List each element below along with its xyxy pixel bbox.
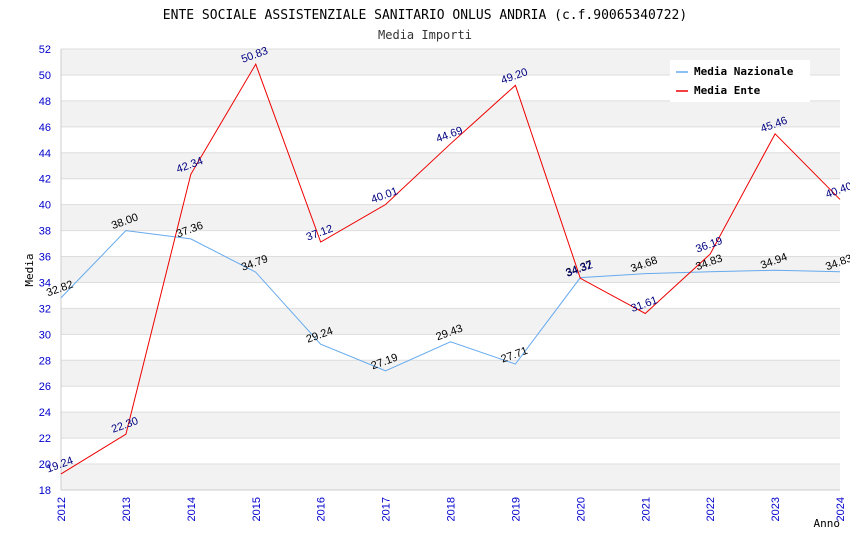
x-tick-label: 2024 xyxy=(835,497,847,521)
legend: Media Nazionale Media Ente xyxy=(670,60,810,102)
grid-band xyxy=(61,100,840,127)
x-tick-label: 2023 xyxy=(770,497,782,521)
x-tick-label: 2012 xyxy=(56,497,68,521)
grid-bands xyxy=(61,49,840,490)
x-tick-label: 2017 xyxy=(381,497,393,521)
y-tick-label: 38 xyxy=(39,226,51,238)
y-tick-label: 22 xyxy=(39,433,51,445)
y-tick-label: 52 xyxy=(39,44,51,56)
legend-label-media-ente: Media Ente xyxy=(694,84,761,97)
legend-box xyxy=(670,60,810,102)
x-tick-label: 2020 xyxy=(575,497,587,521)
y-tick-label: 30 xyxy=(39,329,51,341)
legend-label-media-nazionale: Media Nazionale xyxy=(694,65,794,78)
y-axis-label: Media xyxy=(23,253,36,286)
y-tick-label: 26 xyxy=(39,381,51,393)
grid-band xyxy=(61,464,840,490)
y-tick-label: 28 xyxy=(39,355,51,367)
series-line-media-ente xyxy=(60,63,841,475)
x-axis-ticks: 2012 2013 2014 2015 2016 2017 2018 2019 2020 2021… xyxy=(56,497,847,521)
chart-subtitle: Media Importi xyxy=(378,28,472,42)
x-tick-label: 2018 xyxy=(446,497,458,521)
data-label-ente: 44.69 xyxy=(434,125,464,146)
y-tick-label: 34 xyxy=(39,277,51,289)
y-tick-label: 24 xyxy=(39,407,51,419)
y-tick-label: 20 xyxy=(39,459,51,471)
chart-title: ENTE SOCIALE ASSISTENZIALE SANITARIO ONL… xyxy=(163,8,687,23)
data-label-ente: 40.40 xyxy=(824,180,850,201)
x-axis-label: Anno xyxy=(814,517,841,530)
x-tick-label: 2022 xyxy=(705,497,717,521)
y-tick-label: 48 xyxy=(39,96,51,108)
y-tick-label: 42 xyxy=(39,174,51,186)
data-label-ente: 40.01 xyxy=(370,185,400,206)
y-tick-label: 40 xyxy=(39,200,51,212)
y-axis-ticks: 18 20 22 24 26 28 30 32 34 36 38 40 42 44 46 48 50 52 xyxy=(39,44,51,497)
x-tick-label: 2014 xyxy=(186,497,198,521)
grid-band xyxy=(61,412,840,439)
grid-band xyxy=(61,256,840,283)
grid-band xyxy=(61,360,840,387)
x-tick-label: 2015 xyxy=(251,497,263,521)
y-tick-label: 18 xyxy=(39,485,51,497)
x-tick-label: 2019 xyxy=(510,497,522,521)
x-tick-label: 2021 xyxy=(640,497,652,521)
y-tick-label: 50 xyxy=(39,70,51,82)
series-line-media-nazionale xyxy=(60,230,841,372)
y-tick-label: 44 xyxy=(39,148,51,160)
x-tick-label: 2013 xyxy=(121,497,133,521)
y-tick-label: 32 xyxy=(39,303,51,315)
y-tick-label: 36 xyxy=(39,252,51,264)
y-tick-label: 46 xyxy=(39,122,51,134)
x-tick-label: 2016 xyxy=(316,497,328,521)
grid-band xyxy=(61,308,840,335)
series-lines xyxy=(60,63,841,475)
grid-band xyxy=(61,204,840,231)
